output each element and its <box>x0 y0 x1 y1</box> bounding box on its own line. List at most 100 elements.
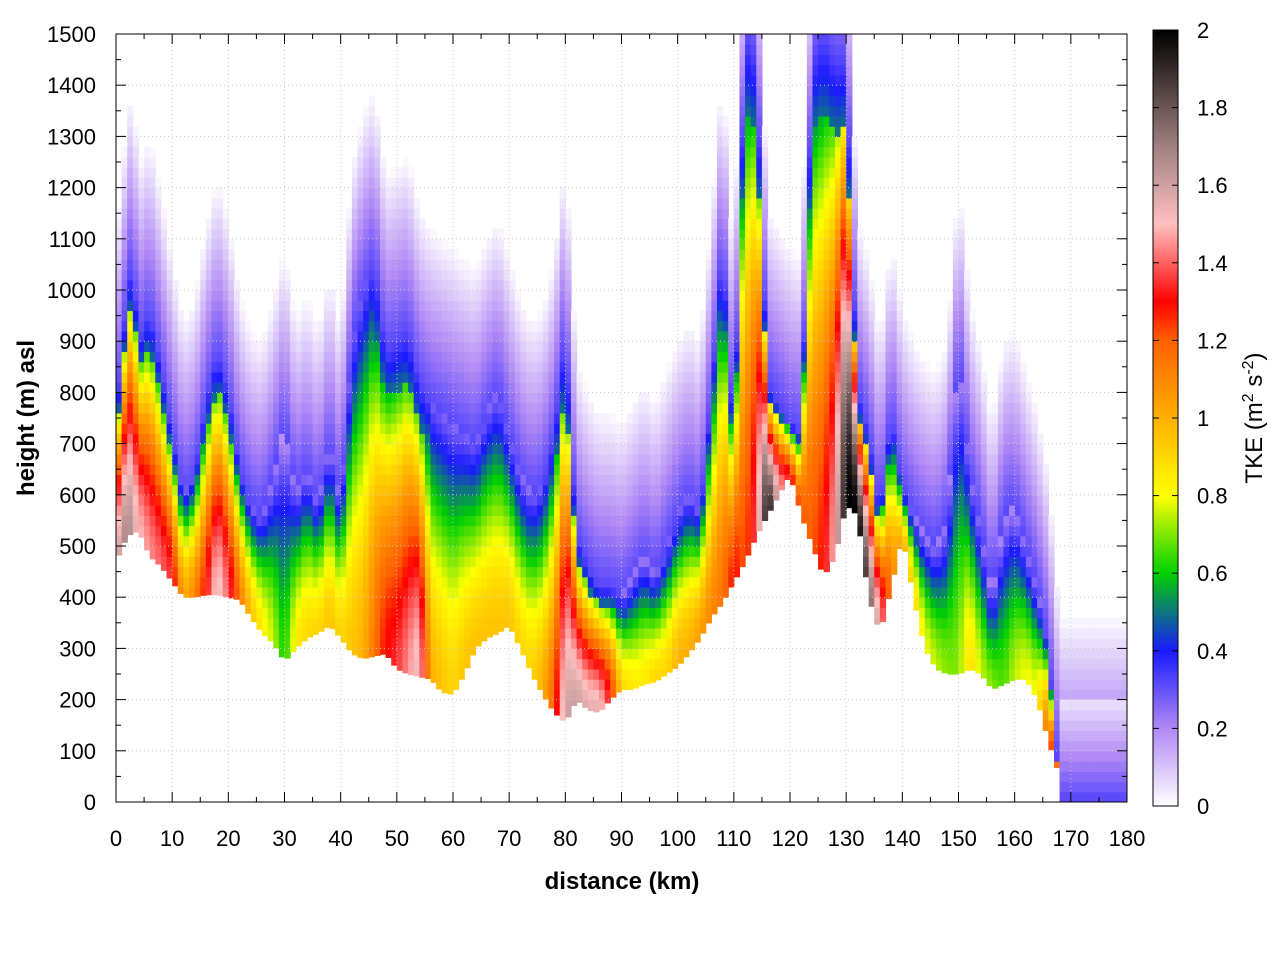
tke-cell <box>413 361 420 373</box>
tke-cell <box>570 515 578 527</box>
tke-cell <box>363 361 370 373</box>
tke-cell <box>655 412 662 424</box>
tke-cell <box>739 146 746 158</box>
tke-cell <box>166 330 173 342</box>
tke-cell <box>441 484 448 496</box>
tke-cell <box>357 617 364 629</box>
tke-cell <box>396 494 404 506</box>
tke-cell <box>262 576 269 588</box>
tke-cell <box>778 238 785 250</box>
tke-cell <box>340 320 347 332</box>
tke-cell <box>559 505 566 516</box>
tke-cell <box>610 586 617 598</box>
tke-cell <box>363 638 370 649</box>
tke-cell <box>531 586 538 598</box>
tke-cell <box>121 494 128 506</box>
tke-cell <box>627 535 634 547</box>
tke-cell <box>722 310 729 322</box>
tke-cell <box>402 187 409 199</box>
tke-cell <box>284 484 291 496</box>
tke-cell <box>481 423 488 434</box>
tke-cell <box>660 586 668 598</box>
tke-cell <box>677 341 684 353</box>
tke-cell <box>217 546 224 557</box>
tke-cell <box>806 156 814 168</box>
tke-cell <box>323 597 331 609</box>
tke-cell <box>509 515 516 527</box>
tke-cell <box>677 433 684 445</box>
tke-cell <box>379 474 387 486</box>
tke-cell <box>306 382 314 393</box>
tke-cell <box>267 576 274 588</box>
tke-cell <box>666 464 673 475</box>
tke-cell <box>335 586 342 598</box>
tke-cell <box>447 371 454 383</box>
tke-cell <box>745 64 752 76</box>
tke-cell <box>711 249 718 260</box>
tke-cell <box>818 546 825 557</box>
tke-cell <box>520 566 527 578</box>
tke-cell <box>267 566 274 578</box>
tke-cell <box>329 535 336 547</box>
tke-cell <box>228 259 235 271</box>
tke-cell <box>408 484 415 496</box>
tke-cell <box>335 597 342 609</box>
tke-cell <box>413 249 420 260</box>
tke-cell <box>761 515 769 521</box>
tke-cell <box>127 167 134 178</box>
tke-cell <box>340 597 347 609</box>
tke-cell <box>829 556 836 562</box>
tke-cell <box>537 556 544 568</box>
tke-cell <box>823 433 830 445</box>
tke-cell <box>733 351 741 363</box>
tke-cell <box>790 300 797 312</box>
tke-cell <box>447 382 454 393</box>
tke-cell <box>492 484 499 496</box>
tke-cell <box>419 382 426 393</box>
tke-cell <box>683 617 690 629</box>
tke-cell <box>430 679 437 683</box>
tke-cell <box>531 638 538 649</box>
tke-cell <box>211 464 218 475</box>
tke-cell <box>587 586 595 598</box>
tke-cell <box>761 146 769 158</box>
tke-cell <box>705 361 712 373</box>
tke-cell <box>497 279 505 291</box>
tke-cell <box>222 546 229 557</box>
tke-cell <box>823 566 830 573</box>
tke-cell <box>262 505 269 516</box>
tke-cell <box>834 74 842 86</box>
tke-cell <box>441 586 448 598</box>
tke-cell <box>559 556 566 568</box>
tke-cell <box>408 423 415 434</box>
tke-cell <box>340 556 347 568</box>
tke-cell <box>806 85 814 97</box>
tke-cell <box>570 392 578 404</box>
tke-cell <box>222 566 229 578</box>
tke-cell <box>565 330 572 342</box>
tke-column <box>335 320 342 636</box>
tke-cell <box>441 351 448 363</box>
tke-column <box>391 167 398 666</box>
tke-cell <box>486 290 493 301</box>
tke-cell <box>228 310 235 322</box>
tke-cell <box>795 330 802 342</box>
tke-cell <box>559 238 566 250</box>
tke-cell <box>155 535 162 547</box>
tke-cell <box>374 484 381 496</box>
tke-cell <box>391 341 398 353</box>
tke-cell <box>245 402 252 414</box>
tke-cell <box>250 412 258 424</box>
tke-cell <box>756 505 763 516</box>
tke-cell <box>801 392 808 404</box>
tke-cell <box>424 627 432 639</box>
tke-cell <box>666 423 673 434</box>
tke-cell <box>778 279 785 291</box>
tke-cell <box>542 556 550 568</box>
tke-cell <box>273 515 280 527</box>
tke-cell <box>688 566 696 578</box>
tke-cell <box>408 300 415 312</box>
tke-cell <box>329 361 336 373</box>
tke-cell <box>346 279 353 291</box>
tke-cell <box>217 218 224 230</box>
